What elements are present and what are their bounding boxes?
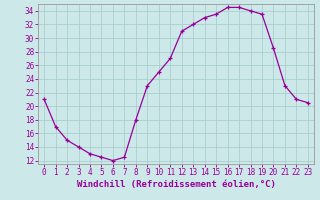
X-axis label: Windchill (Refroidissement éolien,°C): Windchill (Refroidissement éolien,°C)	[76, 180, 276, 189]
